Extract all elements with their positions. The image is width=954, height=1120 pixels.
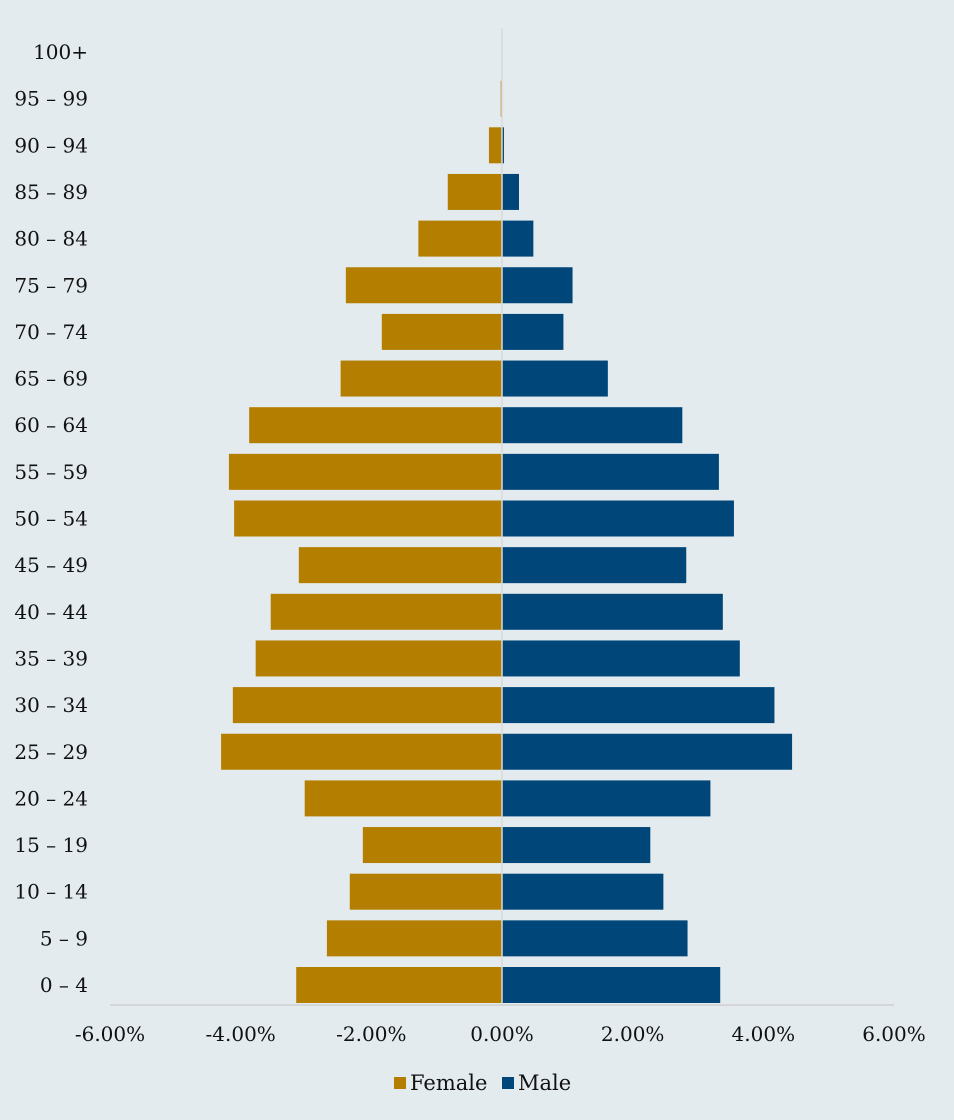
bar-male xyxy=(502,127,504,164)
bar-female xyxy=(228,453,502,490)
bar-female xyxy=(234,500,502,537)
bar-female xyxy=(349,873,502,910)
category-label: 95 – 99 xyxy=(14,87,88,111)
category-label: 45 – 49 xyxy=(14,553,88,577)
bar-female xyxy=(304,780,502,817)
category-labels: 0 – 4 5 – 9 10 – 14 15 – 19 20 – 24 25 – 29 30… xyxy=(14,40,88,997)
bar-male xyxy=(502,453,719,490)
x-tick-label: 6.00% xyxy=(862,1022,926,1046)
bar-male xyxy=(502,733,793,770)
bar-male xyxy=(502,827,651,864)
category-label: 20 – 24 xyxy=(14,786,88,810)
category-label: 15 – 19 xyxy=(14,833,88,857)
bar-male xyxy=(502,313,564,350)
category-label: 85 – 89 xyxy=(14,180,88,204)
category-label: 70 – 74 xyxy=(14,320,88,344)
legend-label-female: Female xyxy=(410,1071,487,1095)
bar-female xyxy=(488,127,502,164)
bar-female xyxy=(298,547,502,584)
bar-female xyxy=(381,313,502,350)
category-label: 65 – 69 xyxy=(14,367,88,391)
bar-male xyxy=(502,500,734,537)
bar-female xyxy=(270,593,502,630)
x-axis: -6.00% -4.00% -2.00% 0.00% 2.00% 4.00% 6.00% xyxy=(75,28,926,1046)
x-tick-label: 4.00% xyxy=(732,1022,796,1046)
x-tick-label: 2.00% xyxy=(601,1022,665,1046)
category-label: 35 – 39 xyxy=(14,646,88,670)
category-label: 55 – 59 xyxy=(14,460,88,484)
bar-male xyxy=(502,593,723,630)
x-tick-label: -2.00% xyxy=(336,1022,406,1046)
bar-female xyxy=(326,920,502,957)
bar-male xyxy=(502,360,608,397)
legend-swatch-male xyxy=(502,1077,514,1089)
bar-female xyxy=(255,640,502,677)
bar-male xyxy=(502,967,721,1003)
bar-male xyxy=(502,173,519,210)
bar-female xyxy=(340,360,502,397)
x-tick-label: 0.00% xyxy=(470,1022,534,1046)
bar-male xyxy=(502,407,683,444)
bar-male xyxy=(502,780,711,817)
bar-female xyxy=(221,733,503,770)
category-label: 80 – 84 xyxy=(14,227,88,251)
category-label: 0 – 4 xyxy=(40,973,88,997)
bar-female xyxy=(418,220,502,257)
bar-male xyxy=(502,220,534,257)
bar-female xyxy=(345,267,502,304)
category-label: 30 – 34 xyxy=(14,693,88,717)
bar-male xyxy=(502,873,664,910)
bar-male xyxy=(502,547,687,584)
bar-male xyxy=(502,687,775,724)
bar-female xyxy=(232,687,502,724)
category-label: 100+ xyxy=(33,40,88,64)
category-label: 40 – 44 xyxy=(14,600,88,624)
bar-female xyxy=(447,173,502,210)
x-tick-label: -6.00% xyxy=(75,1022,145,1046)
bar-male xyxy=(502,640,740,677)
category-label: 75 – 79 xyxy=(14,273,88,297)
category-label: 5 – 9 xyxy=(40,926,88,950)
bar-male xyxy=(502,920,688,957)
category-label: 60 – 64 xyxy=(14,413,88,437)
x-tick-label: -4.00% xyxy=(206,1022,276,1046)
bars-layer xyxy=(221,80,793,1003)
category-label: 50 – 54 xyxy=(14,507,88,531)
legend: Female Male xyxy=(394,1071,571,1095)
legend-swatch-female xyxy=(394,1077,406,1089)
bar-female xyxy=(249,407,502,444)
category-label: 25 – 29 xyxy=(14,740,88,764)
category-label: 90 – 94 xyxy=(14,133,88,157)
category-label: 10 – 14 xyxy=(14,880,88,904)
legend-label-male: Male xyxy=(518,1071,571,1095)
bar-male xyxy=(502,267,573,304)
bar-female xyxy=(362,827,502,864)
bar-female xyxy=(296,967,502,1003)
